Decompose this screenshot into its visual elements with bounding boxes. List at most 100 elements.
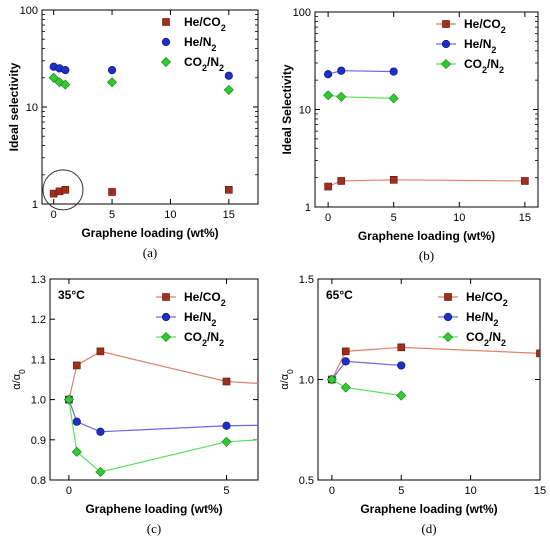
x-tick-label: 15 [534, 485, 546, 497]
data-point-he_n2 [61, 66, 70, 75]
data-point-he_co2 [521, 177, 529, 185]
x-tick-label: 0 [51, 209, 57, 221]
data-point-co2_n2 [63, 394, 74, 405]
data-point-he_n2 [72, 417, 81, 426]
legend-label: He/N2 [184, 35, 216, 53]
panel-label: (d) [421, 521, 436, 536]
data-point-co2_n2 [60, 79, 71, 90]
legend-marker [444, 293, 452, 301]
series-line-he_co2 [331, 346, 540, 380]
legend-entry-he_co2: He/CO2 [436, 17, 506, 35]
data-point-he_n2 [324, 70, 333, 79]
data-point-co2_n2 [223, 84, 234, 95]
legend-entry-he_n2: He/N2 [436, 37, 496, 55]
data-point-he_co2 [96, 347, 105, 356]
x-tick-label: 10 [164, 209, 176, 221]
y-tick-label: 1.1 [31, 354, 46, 366]
y-axis-label: α/α0 [279, 369, 295, 390]
data-point-he_co2 [341, 347, 350, 356]
data-point-he_co2 [225, 186, 233, 194]
legend-marker [161, 312, 171, 322]
plot-frame [314, 11, 539, 208]
data-point-he_co2 [536, 349, 540, 358]
y-tick-label: 100 [20, 5, 38, 17]
plot-frame [41, 9, 259, 205]
series-group [323, 66, 529, 191]
data-point-co2_n2 [221, 436, 232, 447]
legend-label: CO2/N2 [464, 57, 504, 75]
data-point-he_n2 [107, 66, 117, 75]
legend-label: He/CO2 [464, 17, 506, 35]
series-group [326, 343, 540, 401]
y-tick-label: 1 [305, 202, 311, 214]
data-point-co2_n2 [95, 466, 106, 477]
legend-marker [160, 331, 172, 343]
legend-entry-he_co2: He/CO2 [438, 290, 508, 308]
x-tick-label: 10 [465, 485, 477, 497]
data-point-he_n2 [341, 357, 350, 366]
legend-label: CO2/N2 [184, 330, 224, 348]
data-point-co2_n2 [323, 90, 334, 101]
series-line-he_co2 [327, 179, 525, 188]
x-tick-label: 0 [325, 212, 331, 224]
data-point-co2_n2 [48, 72, 59, 83]
data-point-he_co2 [108, 188, 116, 196]
data-point-co2_n2 [107, 77, 118, 88]
legend-entry-he_n2: He/N2 [438, 310, 498, 328]
x-axis-label: Graphene loading (wt%) [85, 502, 222, 516]
y-axis-label: Ideal selectivity [7, 62, 21, 151]
panel-label: (c) [147, 521, 161, 536]
y-tick-label: 1.3 [31, 274, 46, 286]
data-point-he_co2 [72, 361, 81, 370]
chart-panel-c: 0 5 0.8 0.9 1.0 1.1 1.2 1.3 Graphene loading (wt… [11, 274, 259, 536]
legend-marker [160, 56, 172, 68]
y-axis-label: α/α0 [11, 369, 27, 390]
x-tick-label: 15 [223, 209, 235, 221]
data-point-he_co2 [61, 186, 70, 194]
series-line-he_co2 [68, 350, 258, 400]
x-axis-label: Graphene loading (wt%) [358, 229, 495, 243]
data-point-he_n2 [389, 67, 398, 76]
y-tick-label: 10 [26, 102, 38, 114]
panel-label: (b) [419, 248, 434, 263]
legend-label: He/CO2 [184, 15, 226, 33]
y-tick-label: 1.2 [31, 314, 46, 326]
x-tick-label: 5 [223, 485, 229, 497]
x-tick-label: 5 [398, 485, 404, 497]
legend-marker [442, 331, 454, 343]
legend-label: He/N2 [466, 310, 498, 328]
data-point-co2_n2 [336, 91, 347, 102]
y-axis-label: Ideal Selectivity [280, 64, 294, 154]
data-point-co2_n2 [326, 374, 337, 385]
y-tick-label: 0.5 [299, 475, 314, 487]
x-tick-label: 10 [453, 212, 465, 224]
legend-label: CO2/N2 [184, 55, 224, 73]
x-axis-label: Graphene loading (wt%) [81, 226, 218, 240]
y-tick-label: 10 [299, 105, 311, 117]
x-tick-label: 15 [519, 212, 531, 224]
data-point-he_n2 [222, 421, 231, 430]
y-tick-label: 1.0 [299, 375, 314, 387]
legend-entry-co2_n2: CO2/N2 [156, 330, 224, 348]
legend-label: He/N2 [464, 37, 496, 55]
data-point-he_n2 [224, 71, 233, 80]
data-point-he_n2 [96, 427, 105, 436]
data-point-he_co2 [337, 177, 346, 185]
data-point-co2_n2 [396, 390, 407, 401]
legend-label: CO2/N2 [466, 330, 506, 348]
legend-entry-he_co2: He/CO2 [162, 15, 226, 33]
y-tick-label: 0.9 [31, 435, 46, 447]
legend-entry-co2_n2: CO2/N2 [436, 57, 504, 75]
legend-entry-co2_n2: CO2/N2 [438, 330, 506, 348]
series-group [48, 62, 234, 198]
x-tick-label: 0 [329, 485, 335, 497]
legend-entry-co2_n2: CO2/N2 [160, 55, 224, 73]
legend-entry-he_n2: He/N2 [156, 310, 216, 328]
temperature-annotation: 65°C [326, 288, 353, 302]
highlight-circle [42, 169, 84, 211]
plot-frame [317, 278, 541, 481]
legend-label: He/CO2 [184, 290, 226, 308]
legend-marker [442, 20, 450, 28]
plot-frame [49, 278, 259, 481]
